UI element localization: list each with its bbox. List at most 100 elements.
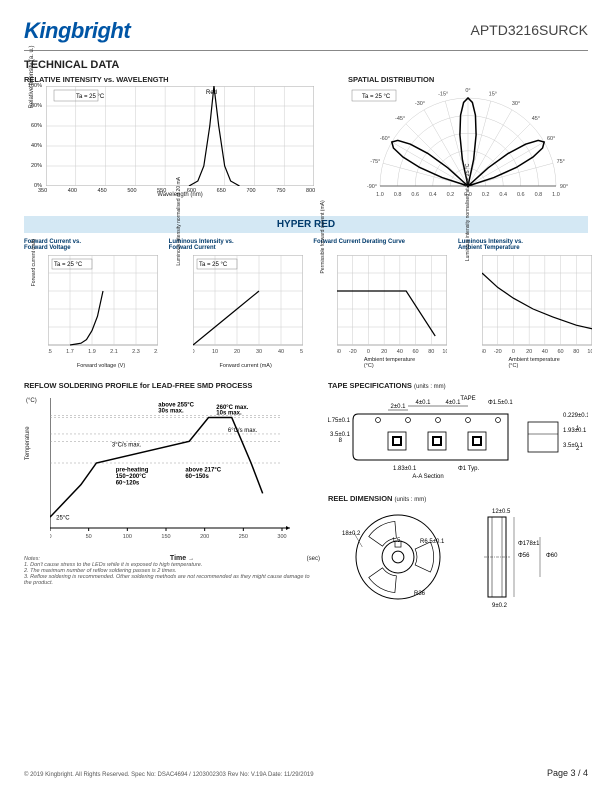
svg-text:0.8: 0.8 [394,192,402,198]
svg-text:90°: 90° [560,184,568,190]
svg-text:1.0: 1.0 [376,192,384,198]
svg-text:1.75±0.1: 1.75±0.1 [328,418,351,424]
svg-text:2.1: 2.1 [110,349,118,355]
svg-text:10s max.: 10s max. [216,410,242,416]
rel-intensity-title: RELATIVE INTENSITY vs. WAVELENGTH [24,75,314,84]
svg-text:4±0.1: 4±0.1 [416,400,432,406]
svg-text:Φ178±1: Φ178±1 [518,541,540,547]
reflow-xlabel: Time [170,555,186,562]
svg-text:0.229±0.1: 0.229±0.1 [563,413,588,419]
svg-text:Ta = 25 °C: Ta = 25 °C [362,94,391,100]
svg-text:40: 40 [278,349,284,355]
svg-text:0: 0 [367,349,370,355]
svg-text:200: 200 [200,534,209,540]
svg-text:-15°: -15° [438,91,448,97]
svg-text:45°: 45° [532,116,540,122]
spatial-title: SPATIAL DISTRIBUTION [348,75,588,84]
brand-logo: Kingbright [24,18,130,44]
svg-text:20: 20 [234,349,240,355]
svg-text:2.3: 2.3 [132,349,140,355]
reflow-ylabel: Temperature [25,426,31,460]
svg-text:150~200°C: 150~200°C [116,474,147,480]
reflow-chart: 05010015020025030005010015020025030025°C… [50,398,300,548]
svg-text:10: 10 [212,349,218,355]
svg-text:0.4: 0.4 [499,192,507,198]
svg-text:40: 40 [397,349,403,355]
svg-text:1.7: 1.7 [66,349,74,355]
svg-text:above 217°C: above 217°C [185,468,221,474]
svg-text:30°: 30° [512,101,520,107]
small-chart: -40-200204060801000.00.51.01.52.02.5 [482,255,592,357]
svg-text:2.5: 2.5 [154,349,158,355]
svg-text:pre-heating: pre-heating [116,468,149,474]
svg-text:0.2: 0.2 [447,192,455,198]
svg-text:1.5: 1.5 [48,349,52,355]
svg-text:0.8: 0.8 [535,192,543,198]
svg-text:1.5: 1.5 [392,538,401,544]
svg-text:-40: -40 [482,349,486,355]
svg-text:Φ60: Φ60 [546,553,558,559]
svg-text:15°: 15° [489,91,497,97]
svg-text:60: 60 [557,349,563,355]
tape-drawing: 4±0.12±0.14±0.1Φ1.5±0.1TAPE1.75±0.13.5±0… [328,392,588,482]
tape-title: TAPE SPECIFICATIONS (units : mm) [328,381,588,390]
svg-text:3.5±0.1: 3.5±0.1 [563,443,584,449]
svg-text:-20: -20 [494,349,502,355]
svg-text:8: 8 [339,438,343,444]
svg-text:18±0.2: 18±0.2 [342,531,361,537]
svg-text:30s max.: 30s max. [158,408,184,414]
part-number: APTD3216SURCK [471,22,589,38]
chart-title: Luminous Intensity vs.Forward Current [169,239,299,253]
chart-title: Luminous Intensity vs.Ambient Temperatur… [458,239,588,253]
svg-text:0.6: 0.6 [517,192,525,198]
svg-text:100: 100 [587,349,592,355]
svg-text:50: 50 [86,534,92,540]
svg-text:60~150s: 60~150s [185,474,209,480]
svg-text:40: 40 [542,349,548,355]
chart-title: Forward Current Derating Curve [313,239,443,253]
svg-text:60: 60 [413,349,419,355]
svg-text:1.0: 1.0 [552,192,560,198]
small-chart: -40-2002040608010001020304050 [337,255,447,357]
svg-text:50: 50 [300,349,303,355]
svg-text:100: 100 [443,349,448,355]
svg-text:30: 30 [256,349,262,355]
svg-text:60°: 60° [547,136,555,142]
svg-text:Ta = 25 °C: Ta = 25 °C [199,262,228,268]
svg-text:4±0.1: 4±0.1 [446,400,462,406]
rel-intensity-chart: Ta = 25 °C Red [46,86,314,186]
svg-text:Ta = 25 °C: Ta = 25 °C [76,94,105,100]
reflow-title: REFLOW SOLDERING PROFILE for LEAD-FREE S… [24,381,314,390]
svg-text:0.2: 0.2 [482,192,490,198]
svg-text:0.6: 0.6 [411,192,419,198]
svg-text:-60°: -60° [380,136,390,142]
svg-text:9±0.2: 9±0.2 [492,603,508,609]
svg-text:Φ1 Typ.: Φ1 Typ. [458,466,479,472]
svg-text:-30°: -30° [415,101,425,107]
svg-text:60~120s: 60~120s [116,481,140,487]
footer-page: Page 3 / 4 [547,768,588,778]
hyper-red-band: HYPER RED [24,216,588,233]
svg-text:25°C: 25°C [56,515,70,521]
svg-text:1.93±0.1: 1.93±0.1 [563,428,587,434]
svg-text:75°: 75° [557,159,565,165]
svg-text:250: 250 [239,534,248,540]
svg-text:0°: 0° [465,88,470,94]
svg-text:0.4: 0.4 [429,192,437,198]
svg-text:0: 0 [193,349,195,355]
svg-text:300: 300 [277,534,286,540]
chart-title: Forward Current vs.Forward Voltage [24,239,154,253]
small-chart: 010203040500.00.51.01.52.02.5 Ta = 25 °C [193,255,303,357]
svg-text:-75°: -75° [370,159,380,165]
svg-text:2±0.1: 2±0.1 [391,404,407,410]
svg-text:0: 0 [50,534,52,540]
svg-text:1.9: 1.9 [88,349,96,355]
svg-text:R6.5±0.1: R6.5±0.1 [420,539,445,545]
reel-drawing: 18±0.21.5R6.5±0.1R3612±0.5Φ178±1Φ56Φ609±… [328,505,588,610]
svg-text:-45°: -45° [395,116,405,122]
svg-text:20: 20 [381,349,387,355]
svg-text:150: 150 [161,534,170,540]
reflow-yunit: (°C) [26,398,37,404]
svg-text:Φ1.5±0.1: Φ1.5±0.1 [488,400,513,406]
footer-copyright: © 2019 Kingbright. All Rights Reserved. … [24,772,314,778]
